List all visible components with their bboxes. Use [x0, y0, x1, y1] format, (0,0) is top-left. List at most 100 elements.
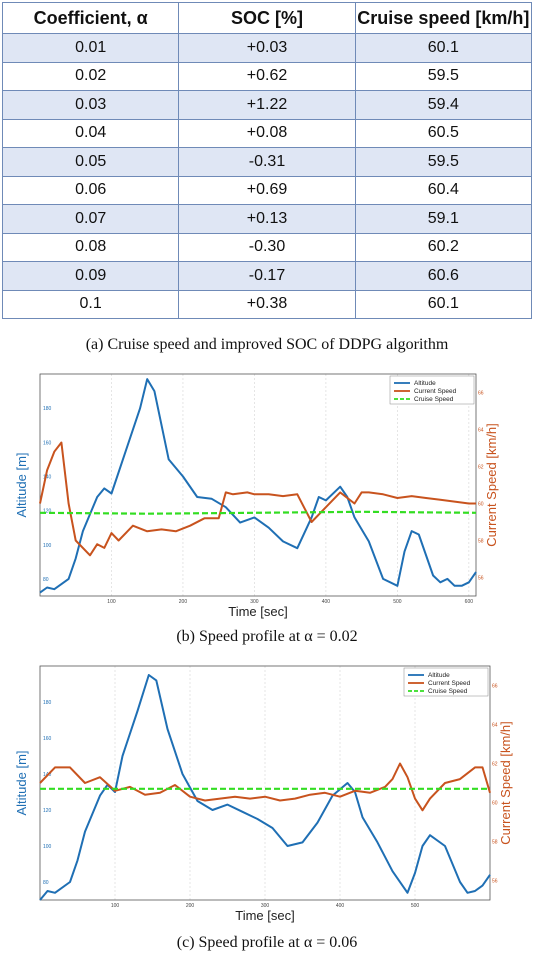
- header-coefficient: Coefficient, α: [1, 2, 180, 34]
- table-cell: +0.08: [178, 118, 356, 148]
- table-cell: +0.13: [178, 204, 356, 234]
- y-left-tick-label: 100: [43, 844, 52, 850]
- table-row: 0.03 +1.22 59.4: [1, 90, 533, 120]
- table-cell: 0.02: [1, 61, 180, 91]
- caption-c: (c) Speed profile at α = 0.06: [176, 934, 358, 951]
- table-row: 0.01 +0.03 60.1: [1, 33, 533, 63]
- table-cell: 60.5: [354, 118, 533, 148]
- table-row: 0.1 +0.38 60.1: [1, 289, 533, 319]
- y-right-tick-label: 64: [478, 428, 484, 434]
- legend-label: Current Speed: [428, 680, 471, 687]
- table-cell: +0.69: [178, 175, 356, 205]
- y-left-tick-label: 80: [43, 577, 49, 583]
- table-cell: 0.03: [1, 90, 180, 120]
- x-tick-label: 500: [411, 903, 420, 909]
- y-left-tick-label: 180: [43, 406, 52, 412]
- table-row: 0.08 -0.30 60.2: [1, 232, 533, 262]
- table-cell: 60.1: [354, 33, 533, 63]
- table-header-row: Coefficient, α SOC [%] Cruise speed [km/…: [1, 2, 533, 34]
- x-tick-label: 200: [179, 599, 188, 605]
- legend-label: Altitude: [428, 672, 450, 679]
- x-tick-label: 200: [186, 903, 195, 909]
- x-tick-label: 400: [322, 599, 331, 605]
- x-tick-label: 500: [393, 599, 402, 605]
- y-left-tick-label: 100: [43, 543, 52, 549]
- x-axis-label: Time [sec]: [228, 604, 287, 619]
- y-right-tick-label: 62: [478, 465, 484, 471]
- table-cell: 60.6: [354, 261, 533, 291]
- x-tick-label: 100: [111, 903, 120, 909]
- y-right-tick-label: 58: [492, 840, 498, 846]
- table-cell: 59.5: [354, 61, 533, 91]
- x-tick-label: 300: [250, 599, 259, 605]
- table-row: 0.06 +0.69 60.4: [1, 175, 533, 205]
- table-cell: +0.38: [178, 289, 356, 319]
- table-row: 0.04 +0.08 60.5: [1, 118, 533, 148]
- table-cell: +0.03: [178, 33, 356, 63]
- table-row: 0.09 -0.17 60.6: [1, 261, 533, 291]
- table-cell: 59.5: [354, 147, 533, 177]
- table-cell: 59.1: [354, 204, 533, 234]
- y-left-tick-label: 140: [43, 474, 52, 480]
- x-tick-label: 300: [261, 903, 270, 909]
- y-left-axis-label: Altitude [m]: [14, 750, 29, 815]
- altitude-line: [39, 674, 491, 901]
- table-row: 0.07 +0.13 59.1: [1, 204, 533, 234]
- speed-profile-chart-alpha-002: 100 200 300 400 500 600 80 100 120 140 160 180 56 58 6…: [14, 373, 499, 619]
- legend-label: Altitude: [414, 380, 436, 387]
- table-cell: 59.4: [354, 90, 533, 120]
- y-left-tick-label: 80: [43, 880, 49, 886]
- caption-a: (a) Cruise speed and improved SOC of DDP…: [85, 336, 449, 353]
- y-left-tick-label: 160: [43, 440, 52, 446]
- y-right-tick-label: 66: [478, 391, 484, 397]
- table-cell: 0.01: [1, 33, 180, 63]
- y-right-tick-label: 64: [492, 723, 498, 729]
- legend-label: Cruise Speed: [428, 688, 468, 695]
- y-right-axis-label: Current Speed [km/h]: [498, 721, 513, 845]
- y-right-tick-label: 58: [478, 539, 484, 545]
- table-cell: 0.04: [1, 118, 180, 148]
- table-cell: 60.2: [354, 232, 533, 262]
- caption-b: (b) Speed profile at α = 0.02: [176, 628, 358, 645]
- table-cell: 0.07: [1, 204, 180, 234]
- table-cell: 60.4: [354, 175, 533, 205]
- y-right-tick-label: 66: [492, 684, 498, 690]
- table-cell: +1.22: [178, 90, 356, 120]
- table-cell: -0.31: [178, 147, 356, 177]
- table-row: 0.02 +0.62 59.5: [1, 61, 533, 91]
- y-left-axis-label: Altitude [m]: [14, 452, 29, 517]
- table-cell: +0.62: [178, 61, 356, 91]
- x-tick-label: 600: [465, 599, 474, 605]
- plot-area-frame: [39, 373, 477, 597]
- x-tick-label: 400: [336, 903, 345, 909]
- y-right-axis-label: Current Speed [km/h]: [484, 423, 499, 547]
- y-right-tick-label: 56: [478, 576, 484, 582]
- y-left-tick-label: 180: [43, 700, 52, 706]
- y-right-tick-label: 62: [492, 762, 498, 768]
- y-left-tick-label: 120: [43, 509, 52, 515]
- y-right-tick-label: 60: [492, 801, 498, 807]
- legend-label: Cruise Speed: [414, 396, 454, 403]
- table-row: 0.05 -0.31 59.5: [1, 147, 533, 177]
- header-cruise-speed: Cruise speed [km/h]: [354, 2, 533, 34]
- speed-profile-chart-alpha-006: 100 200 300 400 5008010012014016018056586062…: [14, 665, 513, 923]
- header-soc: SOC [%]: [178, 2, 356, 34]
- table-cell: 60.1: [354, 289, 533, 319]
- y-right-tick-label: 56: [492, 879, 498, 885]
- y-left-tick-label: 160: [43, 736, 52, 742]
- table-cell: -0.30: [178, 232, 356, 262]
- results-table: Coefficient, α SOC [%] Cruise speed [km/…: [1, 2, 533, 319]
- x-tick-label: 100: [107, 599, 116, 605]
- current-speed-line: [39, 441, 476, 557]
- table-cell: 0.06: [1, 175, 180, 205]
- table-cell: 0.05: [1, 147, 180, 177]
- x-axis-label: Time [sec]: [235, 908, 294, 923]
- table-cell: 0.08: [1, 232, 180, 262]
- cruise-speed-line: [39, 510, 477, 515]
- y-left-tick-label: 120: [43, 808, 52, 814]
- table-cell: -0.17: [178, 261, 356, 291]
- altitude-line: [39, 378, 477, 594]
- table-cell: 0.09: [1, 261, 180, 291]
- y-right-tick-label: 60: [478, 502, 484, 508]
- table-cell: 0.1: [1, 289, 180, 319]
